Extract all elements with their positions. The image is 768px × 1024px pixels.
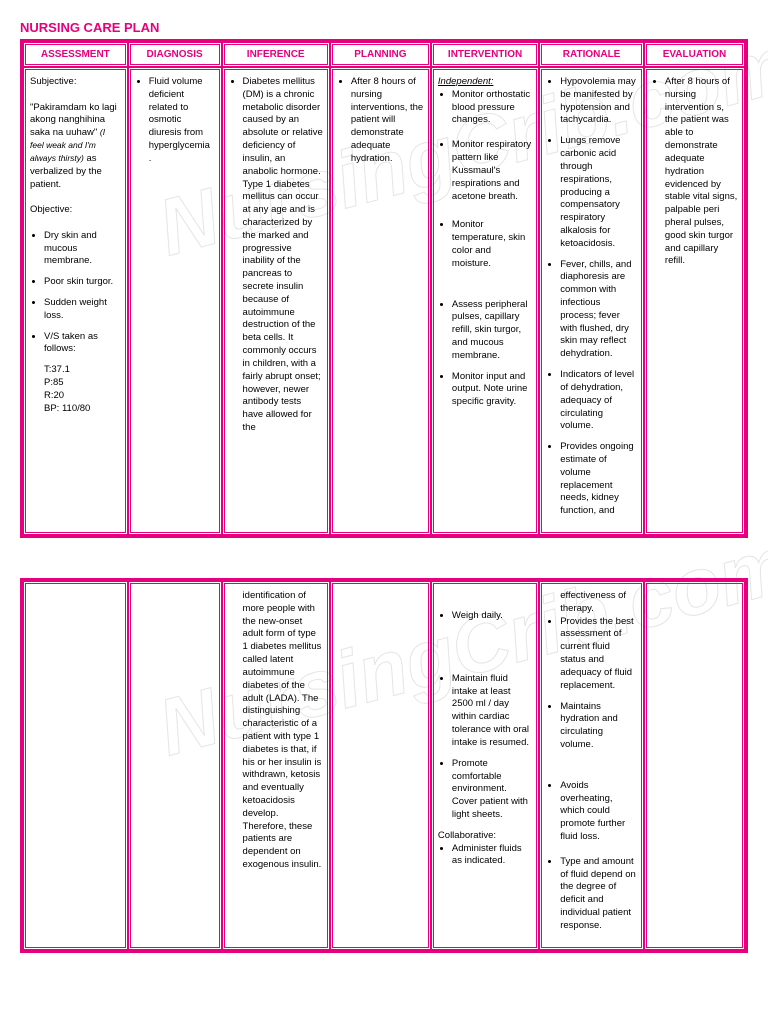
list-item: Avoids overheating, which could promote … xyxy=(560,780,637,844)
cell-rationale: effectiveness of therapy. Provides the b… xyxy=(539,581,644,950)
table-row: identification of more people with the n… xyxy=(23,581,745,950)
list-item: Dry skin and mucous membrane. xyxy=(44,230,121,268)
list-item: Indicators of level of dehydration, adeq… xyxy=(560,369,637,433)
planning-item: After 8 hours of nursing interventions, … xyxy=(351,76,424,166)
list-item: Administer fluids as indicated. xyxy=(452,843,532,869)
header-assessment: ASSESSMENT xyxy=(23,42,128,67)
evaluation-item: After 8 hours of nursing intervention s,… xyxy=(665,76,738,268)
list-item: Fever, chills, and diaphoresis are commo… xyxy=(560,259,637,362)
list-item: Type and amount of fluid depend on the d… xyxy=(560,856,637,933)
header-row: ASSESSMENT DIAGNOSIS INFERENCE PLANNING … xyxy=(23,42,745,67)
header-rationale: RATIONALE xyxy=(539,42,644,67)
cell-intervention: Independent: Monitor orthostatic blood p… xyxy=(431,67,539,535)
list-item: Assess peripheral pulses, capillary refi… xyxy=(452,299,532,363)
intervention-list: Weigh daily. Maintain fluid intake at le… xyxy=(438,610,532,822)
cell-planning: After 8 hours of nursing interventions, … xyxy=(330,67,431,535)
list-item: Poor skin turgor. xyxy=(44,276,121,289)
collab-list: Administer fluids as indicated. xyxy=(438,843,532,869)
cell-diagnosis xyxy=(128,581,222,950)
header-intervention: INTERVENTION xyxy=(431,42,539,67)
list-item: V/S taken as follows: xyxy=(44,331,121,357)
list-item: Monitor orthostatic blood pressure chang… xyxy=(452,89,532,127)
header-planning: PLANNING xyxy=(330,42,431,67)
list-item: Monitor temperature, skin color and mois… xyxy=(452,219,532,270)
list-item: Weigh daily. xyxy=(452,610,532,623)
table-row: Subjective: "Pakiramdam ko lagi akong na… xyxy=(23,67,745,535)
diagnosis-item: Fluid volume deficient related to osmoti… xyxy=(149,76,215,166)
inference-item: Diabetes mellitus (DM) is a chronic meta… xyxy=(243,76,323,435)
independent-label: Independent: xyxy=(438,76,532,89)
list-item: Maintains hydration and circulating volu… xyxy=(560,701,637,752)
header-inference: INFERENCE xyxy=(222,42,330,67)
care-plan-table-1: ASSESSMENT DIAGNOSIS INFERENCE PLANNING … xyxy=(20,39,748,538)
cell-assessment: Subjective: "Pakiramdam ko lagi akong na… xyxy=(23,67,128,535)
inference-cont: identification of more people with the n… xyxy=(229,590,323,872)
page-title: NURSING CARE PLAN xyxy=(20,20,748,35)
list-item: Provides the best assessment of current … xyxy=(560,616,637,693)
list-item: Monitor input and output. Note urine spe… xyxy=(452,371,532,409)
list-item: Provides ongoing estimate of volume repl… xyxy=(560,441,637,518)
objective-label: Objective: xyxy=(30,204,121,217)
list-item: Promote comfortable environment. Cover p… xyxy=(452,758,532,822)
list-item: Monitor respiratory pattern like Kussmau… xyxy=(452,139,532,203)
subjective-label: Subjective: xyxy=(30,76,121,89)
cell-evaluation: After 8 hours of nursing intervention s,… xyxy=(644,67,745,535)
cell-rationale: Hypovolemia may be manifested by hypoten… xyxy=(539,67,644,535)
header-diagnosis: DIAGNOSIS xyxy=(128,42,222,67)
cell-evaluation xyxy=(644,581,745,950)
list-item: Lungs remove carbonic acid through respi… xyxy=(560,135,637,250)
rationale-list: Provides the best assessment of current … xyxy=(546,616,637,933)
list-item: Sudden weight loss. xyxy=(44,297,121,323)
rationale-pre: effectiveness of therapy. xyxy=(546,590,637,616)
rationale-list: Hypovolemia may be manifested by hypoten… xyxy=(546,76,637,518)
cell-inference: identification of more people with the n… xyxy=(222,581,330,950)
cell-planning xyxy=(330,581,431,950)
list-item: Hypovolemia may be manifested by hypoten… xyxy=(560,76,637,127)
cell-assessment xyxy=(23,581,128,950)
collaborative-label: Collaborative: xyxy=(438,830,532,843)
vitals: T:37.1 P:85 R:20 BP: 110/80 xyxy=(44,364,121,415)
intervention-list: Monitor orthostatic blood pressure chang… xyxy=(438,89,532,409)
cell-diagnosis: Fluid volume deficient related to osmoti… xyxy=(128,67,222,535)
cell-intervention: Weigh daily. Maintain fluid intake at le… xyxy=(431,581,539,950)
list-item: Maintain fluid intake at least 2500 ml /… xyxy=(452,673,532,750)
care-plan-table-2: identification of more people with the n… xyxy=(20,578,748,953)
objective-list: Dry skin and mucous membrane. Poor skin … xyxy=(30,230,121,357)
cell-inference: Diabetes mellitus (DM) is a chronic meta… xyxy=(222,67,330,535)
header-evaluation: EVALUATION xyxy=(644,42,745,67)
